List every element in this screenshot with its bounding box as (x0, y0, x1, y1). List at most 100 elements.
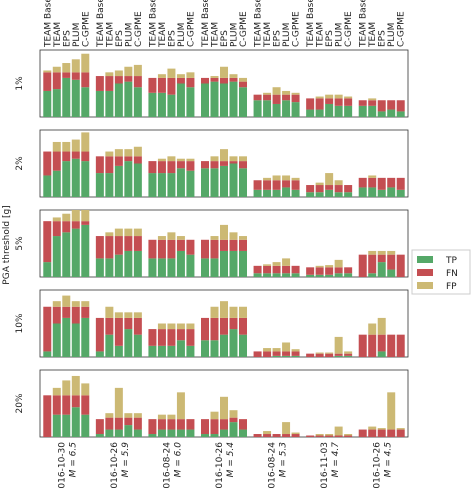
bar-segment (71, 375, 80, 396)
bar-segment (95, 258, 104, 277)
bar-segment (95, 317, 104, 352)
bar-segment (253, 434, 262, 437)
bar-segment (167, 323, 176, 330)
method-label: PLUM (230, 23, 240, 47)
bar-segment (291, 434, 300, 437)
bar-segment (148, 419, 157, 435)
bar-segment (201, 258, 209, 277)
bar-segment (81, 53, 90, 73)
bar-segment (105, 334, 114, 357)
bar-segment (239, 250, 247, 277)
bar-segment (263, 348, 272, 352)
bar-segment (315, 353, 324, 357)
bar-segment (344, 267, 353, 274)
bar-segment (239, 81, 247, 88)
bar-segment (176, 74, 185, 78)
group-date: 2016-10-26 (110, 442, 120, 488)
bar-segment (157, 414, 166, 420)
bar-segment (368, 177, 377, 188)
bar-segment (315, 434, 324, 436)
bar-segment (186, 87, 195, 117)
method-label: C-GPME (292, 11, 302, 47)
bar-segment (186, 77, 195, 88)
bar-segment (176, 158, 185, 162)
bar-segment (167, 156, 176, 162)
bar-segment (71, 395, 80, 408)
bar-segment (325, 267, 334, 275)
bar-segment (263, 265, 272, 274)
bar-segment (358, 105, 367, 117)
bar-segment (220, 165, 228, 197)
bar-segment (210, 77, 219, 82)
bar-segment (52, 323, 61, 357)
bar-segment (62, 232, 71, 277)
method-label: EPS (378, 30, 388, 47)
bar-segment (229, 422, 238, 437)
bar-segment (291, 92, 300, 95)
bar-segment (368, 334, 377, 357)
bar-segment (157, 161, 166, 174)
bar-segment (52, 306, 61, 324)
bar-segment (62, 414, 71, 437)
bar-segment (186, 161, 195, 171)
bar-segment (272, 434, 281, 437)
bar-segment (210, 76, 219, 78)
legend-label: TP (445, 256, 457, 266)
bar-segment (157, 236, 166, 240)
bar-segment (377, 254, 386, 263)
bar-segment (71, 407, 80, 437)
bar-segment (239, 317, 247, 335)
bar-segment (52, 236, 61, 277)
method-label: C-GPME (397, 11, 407, 47)
bar-segment (176, 419, 185, 430)
bar-segment (239, 239, 247, 251)
bar-segment (124, 156, 133, 162)
bar-segment (133, 413, 142, 418)
bar-segment (81, 317, 90, 357)
bar-segment (306, 353, 315, 357)
bar-segment (124, 250, 133, 277)
method-label: C-GPME (344, 11, 354, 47)
bar-segment (176, 340, 185, 357)
bar-segment (334, 336, 343, 354)
bar-segment (334, 94, 343, 99)
bar-segment (157, 329, 166, 346)
bar-segment (387, 177, 396, 188)
bar-segment (148, 161, 157, 174)
bar-segment (71, 210, 80, 222)
bar-segment (239, 161, 247, 169)
bar-segment (377, 428, 386, 430)
bar-segment (291, 355, 300, 357)
bar-segment (220, 419, 228, 430)
bar-segment (220, 77, 228, 84)
bar-segment (148, 434, 157, 437)
group-magnitude: M = 5.3 (279, 442, 289, 478)
bar-segment (282, 175, 291, 181)
bar-segment (306, 435, 315, 437)
bar-segment (272, 351, 281, 356)
bar-segment (81, 161, 90, 197)
bar-segment (263, 434, 272, 437)
bar-segment (133, 163, 142, 197)
bar-segment (377, 429, 386, 437)
method-label: TEAM Base (201, 0, 211, 48)
bar-segment (387, 100, 396, 110)
bar-segment (62, 221, 71, 233)
bar-segment (43, 221, 52, 263)
bar-segment (133, 156, 142, 164)
bar-segment (396, 100, 405, 112)
bar-segment (167, 232, 176, 240)
bar-segment (396, 429, 405, 437)
group-date: 2016-08-24 (268, 442, 278, 488)
bar-segment (334, 435, 343, 437)
bar-segment (43, 306, 52, 352)
bar-segment (315, 265, 324, 268)
method-label: EPS (273, 30, 283, 47)
bar-segment (201, 239, 209, 259)
method-label: TEAM Base (254, 0, 264, 48)
bar-segment (167, 77, 176, 95)
bar-segment (210, 161, 219, 169)
bar-segment (229, 161, 238, 164)
bar-segment (157, 419, 166, 430)
bar-segment (229, 250, 238, 277)
